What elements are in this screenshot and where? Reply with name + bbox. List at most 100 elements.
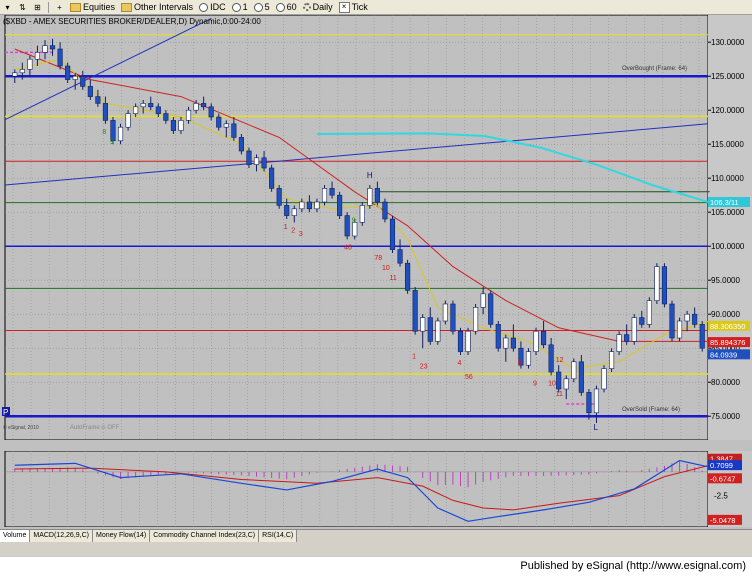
price-flag [708,197,750,207]
price-tick-label: 100.0000 [711,242,745,251]
trend-line-lower [4,123,709,186]
macd-flag-label: 0.7099 [710,461,733,470]
price-tick-label: 110.0000 [711,174,744,183]
candle-body [231,123,237,138]
indicator-tabs: Volume MACD(12,26,9,C) Money Flow(14) Co… [0,529,752,542]
candle-body [27,58,33,70]
candle-body [397,249,403,264]
radio-icon [253,2,263,12]
folder-icon [70,2,81,12]
candle-body [12,72,18,77]
level-lines [5,34,708,418]
candle-body [306,201,312,210]
candle-body [155,106,161,114]
price-flag-label: 106.3/11 [710,198,739,207]
candle-body [359,205,365,223]
candle-body [193,103,199,111]
candle-body [533,330,539,352]
toolbar-link-icon[interactable]: ⊞ [34,2,41,12]
tab-rsi[interactable]: RSI(14,C) [259,530,298,542]
gear-icon [302,3,311,11]
chart-background [0,15,752,529]
candle-body [616,334,622,352]
x-axis-background [0,527,752,529]
candle-body [420,317,426,332]
price-tick-label: 80.0000 [711,378,740,387]
macd-flag [708,514,742,525]
copyright-label: © eSignal, 2010 [3,424,39,431]
candle-body [624,334,630,342]
macd-flag [708,453,742,464]
tab-volume[interactable]: Volume [0,530,31,542]
tab-macd[interactable]: MACD(12,26,9,C) [30,530,93,542]
candle-body [669,303,675,339]
candle-body [329,188,335,196]
toolbar-other-intervals-button[interactable]: Other Intervals [121,2,193,12]
macd-flag-label: -5.0478 [710,516,735,525]
candle-body [548,344,554,373]
candle-body [178,120,184,131]
candle-body [541,330,547,346]
tab-cci[interactable]: Commodity Channel Index(23,C) [150,530,260,542]
toolbar-add-icon[interactable]: + [57,2,62,12]
chart-labels: OverBought (Frame: 64) OverSold (Frame: 6… [2,66,687,432]
sequence-label: 56 [465,374,473,381]
candle-body [49,45,56,50]
trend-line-upper [4,17,212,121]
toolbar-5-button[interactable]: 5 [253,2,270,12]
sequence-label: 3 [299,231,303,238]
sequence-label-green: 9 [110,139,114,146]
candle-body [201,103,207,108]
candle-body [344,215,350,237]
candle-body [601,368,607,390]
candle-body [321,188,328,203]
sequence-label: 4 [457,360,461,367]
cyan-average-line [316,132,709,203]
sequence-label: 11 [389,275,396,282]
price-chart[interactable]: OverBought (Frame: 64) OverSold (Frame: 6… [0,15,752,529]
sequence-label: 1 [284,224,288,231]
toolbar-60-button[interactable]: 60 [275,2,297,12]
price-tick-label: 85.0000 [711,344,740,353]
sequence-label: 10 [382,265,390,272]
candle-body [692,313,698,325]
candle-body [382,201,388,220]
candle-body [480,293,486,308]
footer: Published by eSignal (http://www.esignal… [0,556,752,576]
tab-money-flow[interactable]: Money Flow(14) [93,530,151,542]
toolbar-equities-button[interactable]: Equities [70,2,115,12]
candle-body [609,351,615,369]
candle-body [578,361,584,393]
price-flag-label: 88.306350 [710,322,745,331]
candle-body [495,324,501,349]
candle-body [389,218,396,250]
sequence-label: 1 [412,353,416,360]
candle-body [654,266,660,301]
toolbar-daily-button[interactable]: Daily [302,2,333,12]
candle-body [525,351,532,366]
toolbar-menu-icon[interactable]: ▾ [5,2,10,12]
panel-separator [0,440,752,451]
price-tick-label: 75.0000 [711,412,740,421]
p-marker: P [3,408,8,417]
swing-label: H [367,171,373,180]
candle-body [170,120,176,131]
candle-body [684,313,690,322]
candle-body [125,113,131,128]
sequence-label: 46 [344,245,352,252]
candle-body [488,293,494,325]
macd-flag [708,460,742,471]
candle-body [412,290,418,332]
price-tick-label: 90.0000 [711,310,740,319]
toolbar-idc-button[interactable]: IDC [199,2,226,12]
macd-line [14,459,710,522]
sequence-label: 10 [548,381,556,388]
toolbar-1-button[interactable]: 1 [231,2,248,12]
candle-body [699,324,705,349]
toolbar-tick-button[interactable]: × Tick [338,1,368,13]
candle-body [337,194,343,216]
candle-body [639,317,645,325]
swing-label: L [593,423,598,432]
toolbar-sort-icon[interactable]: ⇅ [19,2,26,12]
sequence-label: 12 [556,357,564,364]
